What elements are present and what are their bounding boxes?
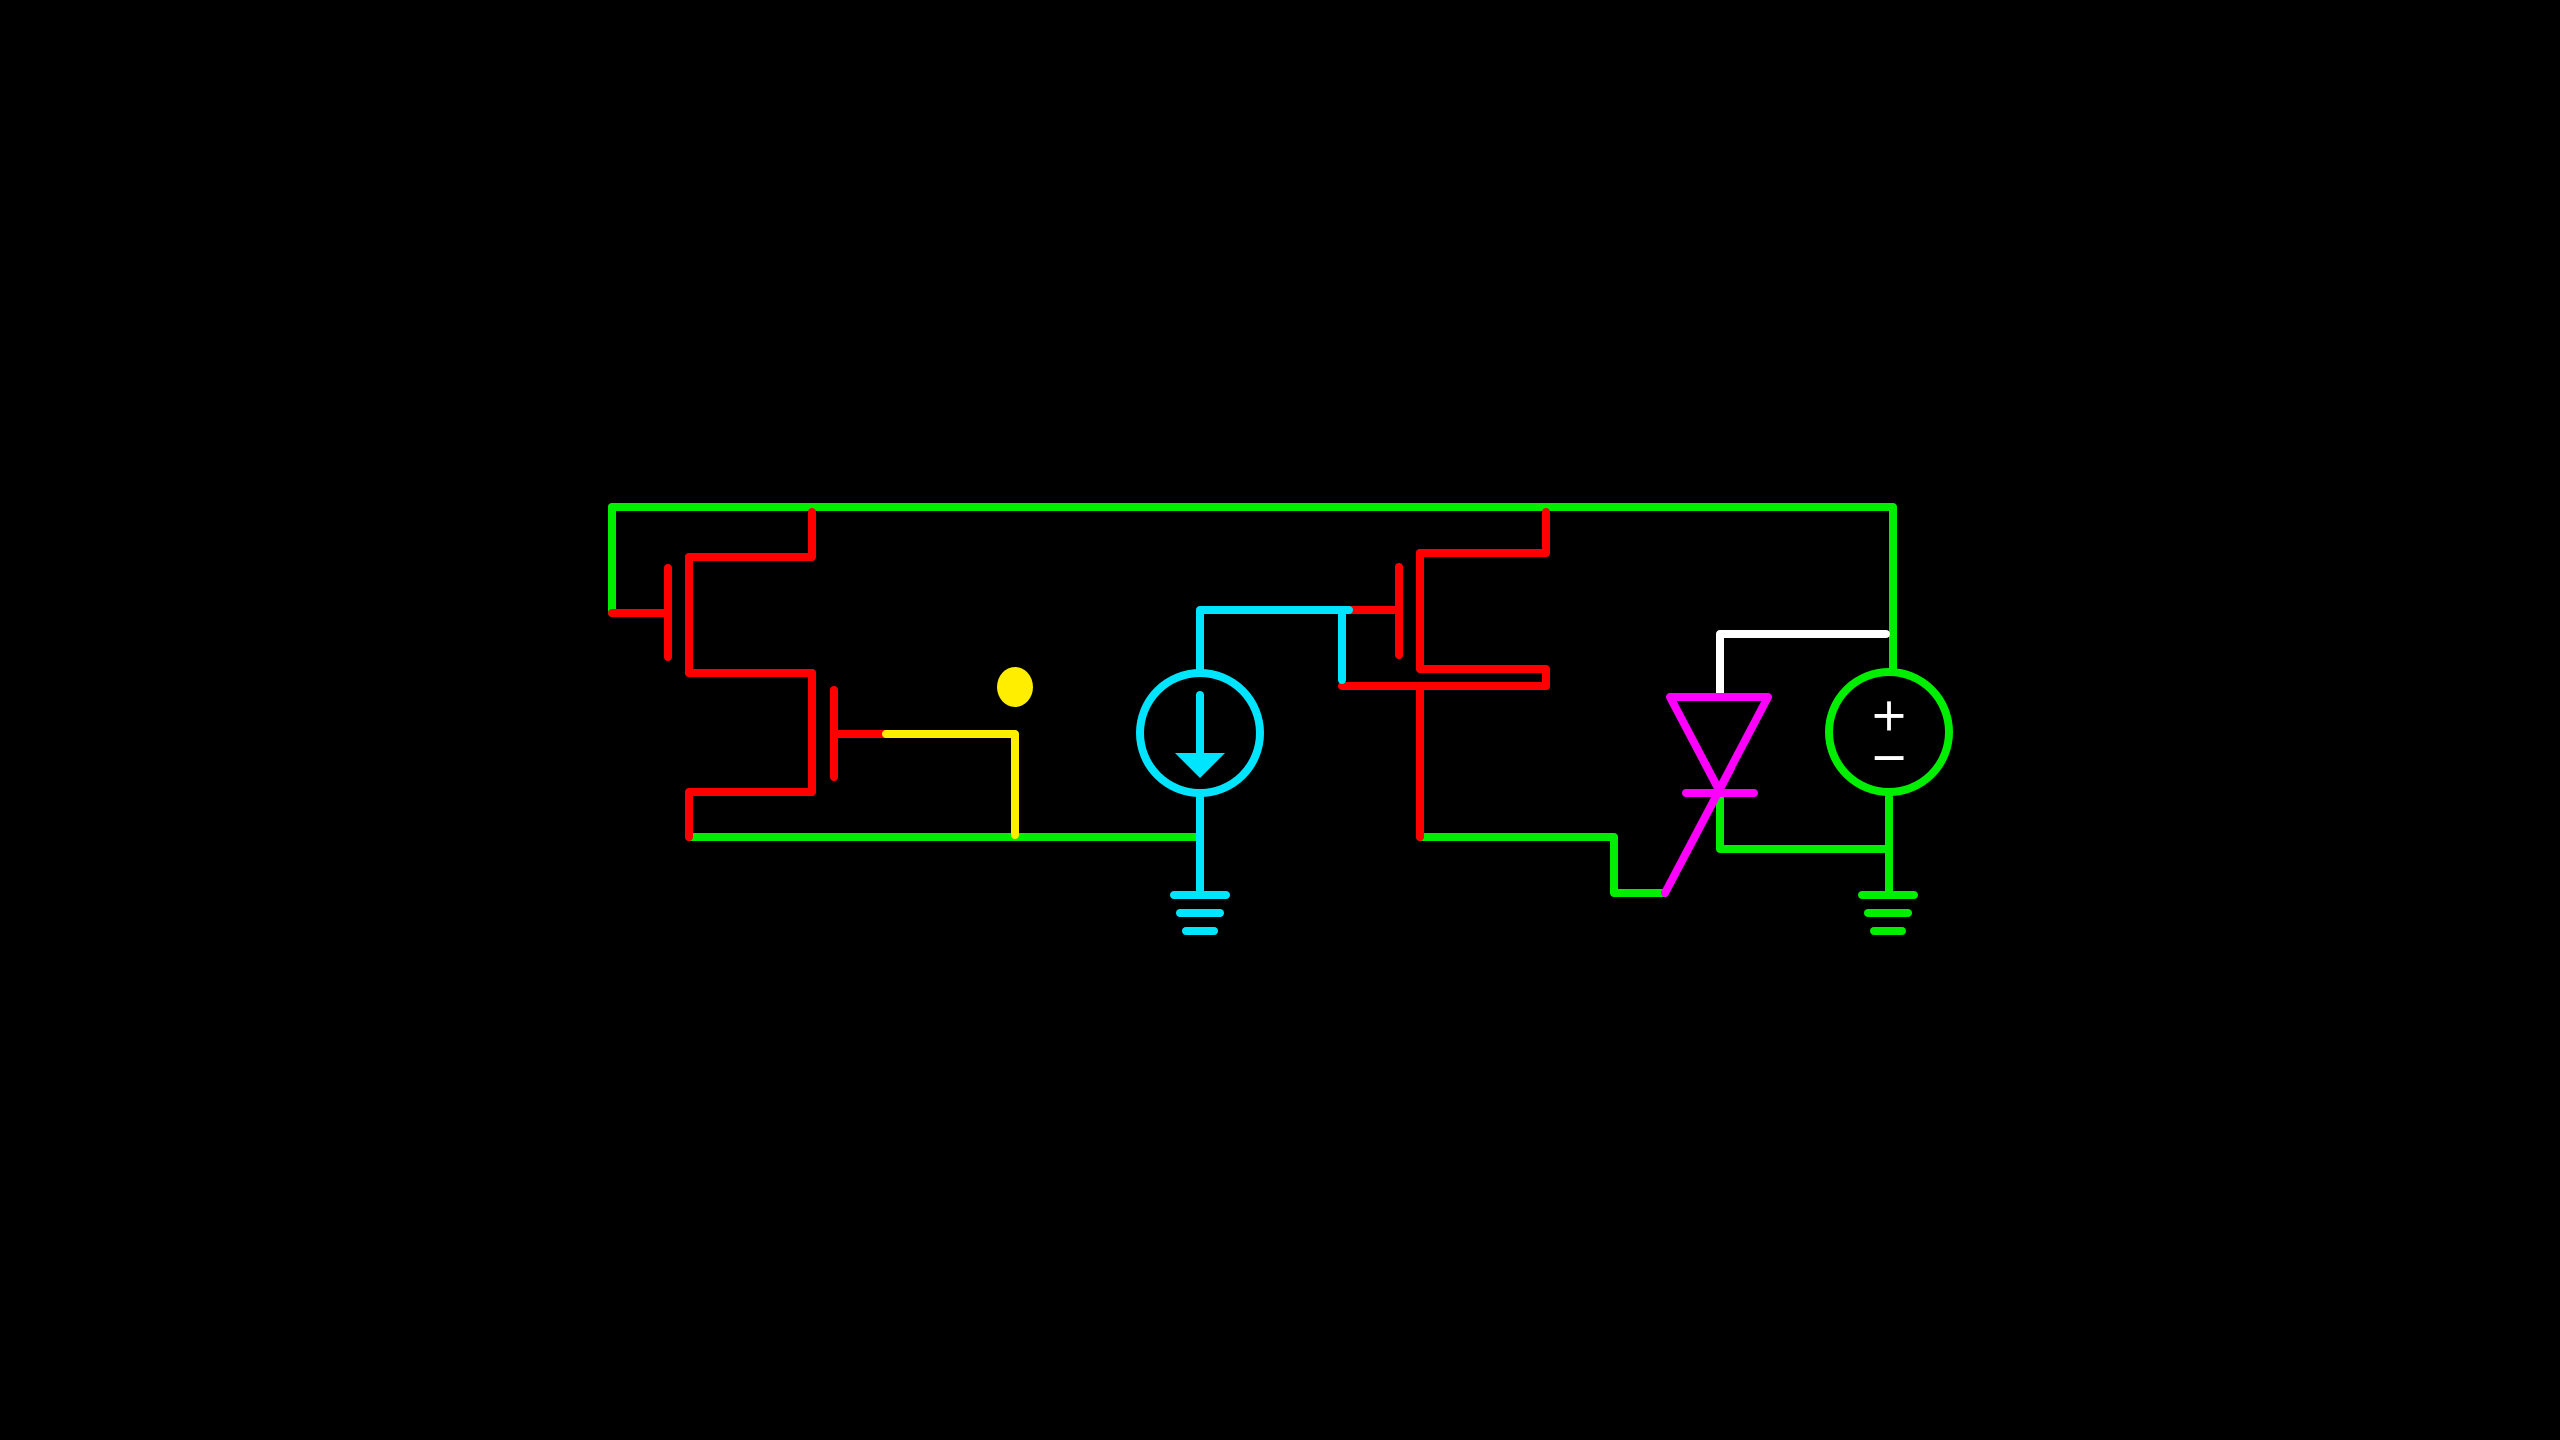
thyristor-cathode-wire [1716,792,1893,853]
current-source-top-wire [1196,606,1346,684]
probe-node[interactable] [997,667,1033,707]
current-source[interactable] [1136,606,1353,899]
transistor-2[interactable] [685,669,890,841]
voltage-source-plus-label: + [1870,688,1909,742]
transistor-2-source [685,788,816,841]
voltage-source-body [1825,668,1953,796]
thyristor[interactable] [1661,693,1772,897]
transistor-3[interactable] [1338,508,1550,841]
gate-net [882,730,1019,839]
right-transistor-return-wire [1416,833,1669,897]
transistor-1[interactable] [608,508,816,677]
ground-1[interactable] [1170,891,1230,935]
transistor-3-drain [1416,508,1550,557]
top-rail-wire [608,503,1897,672]
thyristor-gate-lead [1661,764,1735,897]
voltage-source[interactable]: + − [1825,668,1953,796]
arrow-head-icon [1175,753,1225,778]
gate-net-wire [882,730,1019,839]
ground-2[interactable] [1858,891,1918,935]
control-net-wire [1716,630,1890,699]
voltage-source-minus-label: − [1870,730,1909,784]
supply-net [608,503,1897,897]
transistor-3-source [1416,665,1550,690]
transistor-1-drain [685,508,816,561]
thyristor-triangle [1666,693,1772,794]
